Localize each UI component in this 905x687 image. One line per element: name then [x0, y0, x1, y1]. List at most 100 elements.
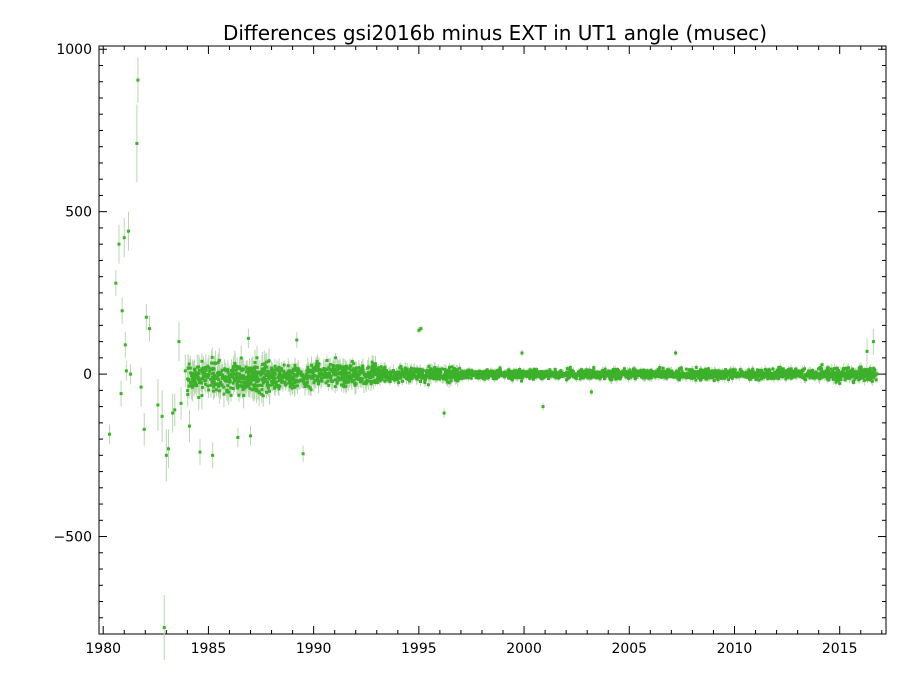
data-point	[399, 373, 403, 377]
data-point	[415, 374, 419, 378]
data-point	[305, 376, 309, 380]
data-point	[446, 371, 450, 375]
data-point	[230, 375, 234, 379]
data-point	[219, 371, 223, 375]
data-point	[235, 364, 239, 368]
data-point	[341, 378, 345, 382]
data-point	[303, 385, 307, 389]
data-point	[270, 366, 274, 370]
data-point	[280, 373, 284, 377]
data-point	[260, 367, 264, 371]
data-point	[443, 368, 447, 372]
data-point	[197, 395, 201, 399]
data-point	[293, 384, 297, 388]
data-point	[525, 375, 529, 379]
data-point	[285, 373, 289, 377]
data-point	[315, 378, 319, 382]
data-point	[206, 375, 210, 379]
data-point	[214, 388, 218, 392]
data-point	[528, 370, 532, 374]
data-point	[457, 371, 461, 375]
data-point	[413, 369, 417, 373]
data-point	[197, 365, 201, 369]
data-point	[242, 376, 246, 380]
data-point	[334, 378, 338, 382]
data-point	[465, 372, 469, 376]
data-point	[444, 372, 448, 376]
data-point	[331, 372, 335, 376]
data-point	[357, 366, 361, 370]
data-point	[373, 380, 377, 384]
data-point	[216, 384, 220, 388]
data-point	[345, 364, 349, 368]
data-point	[497, 375, 501, 379]
data-point	[424, 374, 428, 378]
data-point	[516, 370, 520, 374]
data-point	[535, 368, 539, 372]
data-point	[291, 367, 295, 371]
data-point	[383, 374, 387, 378]
data-point	[602, 372, 606, 376]
data-point	[269, 376, 273, 380]
data-point	[275, 367, 279, 371]
data-point	[280, 367, 284, 371]
data-point	[255, 373, 259, 377]
data-point	[576, 372, 580, 376]
data-point	[360, 371, 364, 375]
data-point	[544, 370, 548, 374]
data-point	[403, 369, 407, 373]
data-point	[253, 367, 257, 371]
data-point	[213, 374, 217, 378]
data-point	[469, 371, 473, 375]
data-point	[186, 389, 190, 393]
data-point	[535, 375, 539, 379]
data-point	[450, 365, 454, 369]
data-point	[498, 366, 502, 370]
data-point	[228, 379, 232, 383]
data-point	[238, 372, 242, 376]
data-point	[226, 384, 230, 388]
data-point	[257, 391, 261, 395]
data-point	[195, 384, 199, 388]
data-point	[321, 368, 325, 372]
data-point	[293, 380, 297, 384]
data-point	[380, 375, 384, 379]
data-point	[305, 380, 309, 384]
data-point	[467, 368, 471, 372]
data-point	[216, 373, 220, 377]
data-point	[334, 356, 338, 360]
data-point	[232, 379, 236, 383]
data-point	[572, 372, 576, 376]
data-point	[444, 376, 448, 380]
data-point	[360, 377, 364, 381]
data-point	[213, 361, 217, 365]
data-point	[416, 367, 420, 371]
data-point	[451, 370, 455, 374]
data-point	[313, 367, 317, 371]
data-point	[225, 388, 229, 392]
data-point	[335, 381, 339, 385]
data-point	[483, 377, 487, 381]
data-point	[263, 369, 267, 373]
data-point	[577, 373, 581, 377]
x-tick-label: 1985	[191, 641, 227, 657]
x-tick-label: 2015	[822, 641, 858, 657]
data-point	[377, 374, 381, 378]
data-point	[188, 366, 192, 370]
data-point	[455, 368, 459, 372]
data-point	[486, 370, 490, 374]
data-point	[337, 371, 341, 375]
data-point	[189, 381, 193, 385]
data-point	[423, 379, 427, 383]
data-point	[350, 380, 354, 384]
data-point	[494, 370, 498, 374]
data-point	[344, 378, 348, 382]
data-point	[200, 368, 204, 372]
data-point	[260, 384, 264, 388]
data-point	[374, 371, 378, 375]
data-point	[438, 373, 442, 377]
data-point	[301, 377, 305, 381]
data-point	[557, 371, 561, 375]
data-point	[253, 360, 257, 364]
data-point	[233, 361, 237, 365]
